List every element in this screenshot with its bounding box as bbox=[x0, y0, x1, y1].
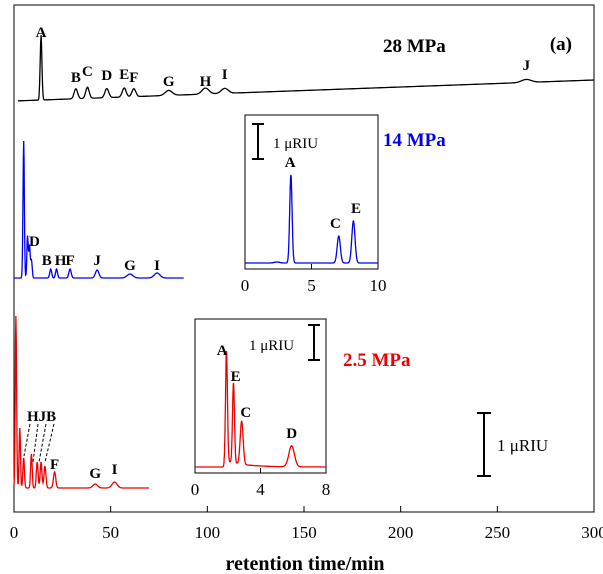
inset-tick-label-10: 10 bbox=[370, 276, 387, 295]
peak-label-hjb: HJB bbox=[27, 409, 56, 425]
x-tick-label-150: 150 bbox=[291, 523, 317, 542]
peak-label-28-mpa-i: I bbox=[222, 67, 228, 83]
main-scale-bar bbox=[477, 412, 491, 477]
inset-peak-label-a: A bbox=[217, 343, 228, 359]
peak-label-28-mpa-c: C bbox=[82, 64, 93, 80]
x-tick-label-100: 100 bbox=[195, 523, 221, 542]
inset-tick-label-0: 0 bbox=[191, 480, 200, 499]
inset-2-5-mpa-frame bbox=[194, 318, 327, 474]
peak-label-14-mpa-j: J bbox=[93, 253, 101, 269]
inset-14-mpa-scale-bar bbox=[252, 123, 264, 160]
inset-tick-label-8: 8 bbox=[322, 480, 331, 499]
peak-label-2-5-mpa-f: F bbox=[50, 457, 59, 473]
peak-label-28-mpa-d: D bbox=[101, 68, 112, 84]
inset-peak-label-d: D bbox=[286, 426, 297, 442]
inset-tick-label-5: 5 bbox=[307, 276, 316, 295]
peak-label-28-mpa-j: J bbox=[523, 58, 531, 74]
peak-label-14-mpa-g: G bbox=[124, 258, 136, 274]
inset-2-5-mpa-peak-labels: AE C D bbox=[217, 343, 297, 442]
main-x-axis: 0 50 100 150 200 250 300 bbox=[10, 506, 603, 542]
peak-label-28-mpa-b: B bbox=[71, 70, 81, 86]
main-scale-bar-label: 1 μRIU bbox=[497, 436, 548, 455]
inset-2-5-mpa-trace bbox=[195, 351, 326, 468]
peak-label-28-mpa-a: A bbox=[36, 25, 47, 41]
peak-label-2-5-mpa-i: I bbox=[112, 462, 118, 478]
inset-peak-label-e: E bbox=[351, 201, 361, 217]
trace-2-5-mpa bbox=[13, 315, 149, 489]
peak-label-14-mpa-d: D bbox=[29, 234, 40, 250]
x-tick-label-250: 250 bbox=[485, 523, 511, 542]
peak-label-14-mpa-b: B bbox=[42, 253, 52, 269]
panel-label: (a) bbox=[550, 34, 572, 55]
peak-label-14-mpa-i: I bbox=[154, 258, 160, 274]
peak-label-28-mpa-f: F bbox=[129, 70, 138, 86]
inset-tick-label-0: 0 bbox=[241, 276, 250, 295]
inset-2-5-mpa-scale-bar bbox=[308, 324, 320, 361]
peak-label-28-mpa-g: G bbox=[163, 74, 175, 90]
hjb-leader-lines bbox=[23, 423, 55, 463]
trace-28-mpa bbox=[17, 34, 594, 102]
x-tick-label-200: 200 bbox=[388, 523, 414, 542]
series-name-28-mpa: 28 MPa bbox=[383, 36, 446, 57]
inset-tick-label-4: 4 bbox=[256, 480, 265, 499]
inset-14-mpa-scale-label: 1 μRIU bbox=[273, 136, 318, 152]
x-axis-label: retention time/min bbox=[225, 553, 384, 574]
peak-label-28-mpa-e: E bbox=[119, 67, 129, 83]
series-name-2-5-mpa: 2.5 MPa bbox=[343, 350, 411, 371]
peak-label-2-5-mpa-g: G bbox=[89, 466, 101, 482]
inset-peak-label-e: E bbox=[231, 369, 241, 385]
peak-label-14-mpa-h: H bbox=[55, 253, 67, 269]
inset-14-mpa-peak-labels: A CE bbox=[285, 155, 361, 232]
inset-14-mpa-trace bbox=[245, 174, 378, 264]
x-tick-label-300: 300 bbox=[581, 523, 603, 542]
trace-14-mpa bbox=[14, 140, 184, 279]
inset-peak-label-c: C bbox=[240, 405, 251, 421]
peak-label-28-mpa-h: H bbox=[200, 74, 212, 90]
series-name-14-mpa: 14 MPa bbox=[383, 130, 446, 151]
inset-14-mpa-x-axis: 0 5 10 bbox=[241, 264, 387, 295]
inset-peak-label-c: C bbox=[330, 216, 341, 232]
inset-2-5-mpa-x-axis: 0 4 8 bbox=[191, 468, 331, 499]
x-tick-label-50: 50 bbox=[102, 523, 119, 542]
peak-label-14-mpa-f: F bbox=[65, 253, 74, 269]
inset-2-5-mpa-scale-label: 1 μRIU bbox=[249, 338, 294, 354]
x-tick-label-0: 0 bbox=[10, 523, 19, 542]
inset-peak-label-a: A bbox=[285, 155, 296, 171]
